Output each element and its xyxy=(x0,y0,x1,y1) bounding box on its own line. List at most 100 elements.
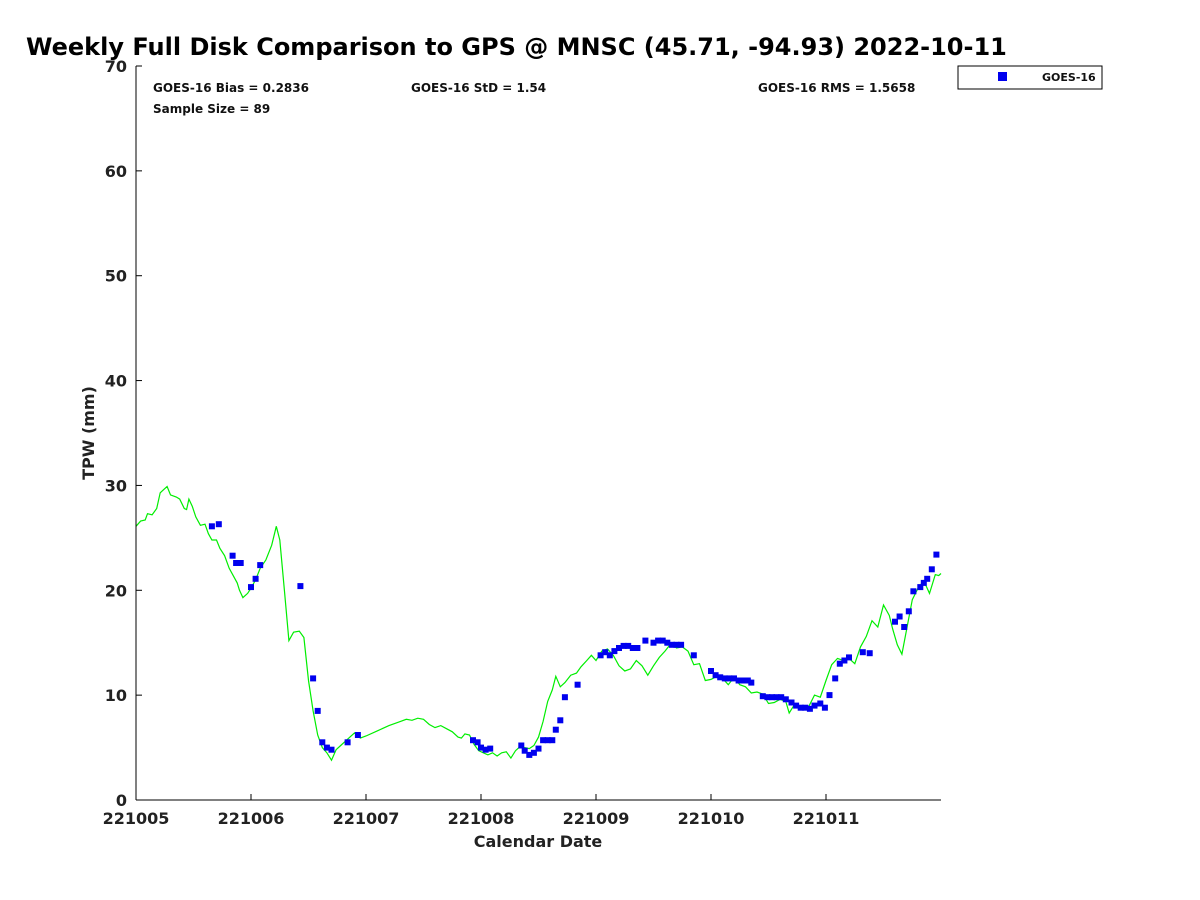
goes16-data-point xyxy=(602,649,609,656)
goes16-data-point xyxy=(717,674,724,681)
goes16-data-point xyxy=(314,707,321,714)
axes-layer: 0 10 20 30 40 50 60 70 221005 221006 221007 221008 2… xyxy=(103,57,941,828)
goes16-data-point xyxy=(917,584,924,591)
sample-size-stat: Sample Size = 89 xyxy=(153,102,270,116)
goes16-data-point xyxy=(802,704,809,711)
goes16-data-point xyxy=(229,552,236,559)
goes16-data-point xyxy=(323,744,330,751)
goes16-data-point xyxy=(841,657,848,664)
goes16-data-point xyxy=(668,641,675,648)
goes16-data-point xyxy=(859,649,866,656)
legend: GOES-16 xyxy=(957,65,1103,90)
goes16-data-point xyxy=(470,737,476,744)
x-tick-label: 221005 xyxy=(103,809,170,828)
goes16-data-point xyxy=(597,652,604,659)
goes16-data-point xyxy=(759,693,766,700)
goes16-data-point xyxy=(526,751,533,758)
goes16-data-point xyxy=(482,746,489,753)
rms-stat: GOES-16 RMS = 1.5658 xyxy=(758,81,915,95)
goes16-data-point xyxy=(920,579,927,586)
goes16-data-point xyxy=(664,639,671,646)
goes16-data-point xyxy=(806,705,813,712)
goes16-data-point xyxy=(821,704,828,711)
legend-square-icon xyxy=(998,72,1007,81)
y-tick-label: 10 xyxy=(105,686,127,705)
goes16-data-point xyxy=(933,551,940,558)
y-tick-label: 0 xyxy=(116,791,127,810)
goes16-data-point xyxy=(896,613,903,620)
goes16-data-point xyxy=(832,675,839,682)
goes16-data-point xyxy=(797,704,804,711)
goes16-data-point xyxy=(634,645,641,651)
goes16-data-point xyxy=(328,746,335,753)
goes16-data-point xyxy=(642,637,649,644)
goes16-data-point xyxy=(726,675,733,682)
goes16-data-point xyxy=(769,694,775,701)
goes16-data-point xyxy=(773,694,780,701)
goes16-data-point xyxy=(836,660,843,667)
goes16-data-point xyxy=(611,648,618,655)
goes16-data-point xyxy=(319,739,326,746)
goes16-data-point xyxy=(487,745,494,752)
goes16-data-point xyxy=(233,560,240,566)
goes16-data-point xyxy=(574,681,581,688)
goes16-data-point xyxy=(748,679,755,686)
goes16-data-point xyxy=(892,618,898,625)
goes16-data-point xyxy=(237,560,244,566)
goes16-data-point xyxy=(530,749,537,756)
goes16-data-point xyxy=(901,624,908,630)
x-tick-label: 221008 xyxy=(448,809,515,828)
gps-series-line xyxy=(135,485,942,762)
goes16-data-point xyxy=(690,652,697,659)
chart-title: Weekly Full Disk Comparison to GPS @ MNS… xyxy=(26,33,1007,61)
goes16-data-point xyxy=(478,744,484,751)
goes16-data-point xyxy=(215,521,222,528)
goes16-data-point xyxy=(673,641,680,648)
y-tick-label: 30 xyxy=(105,476,127,495)
goes16-data-point xyxy=(650,639,657,646)
goes16-data-point xyxy=(257,562,264,569)
goes16-data-point xyxy=(354,732,361,738)
y-tick-label: 60 xyxy=(105,162,127,181)
goes16-data-point xyxy=(788,699,795,706)
goes16-data-point xyxy=(731,675,737,682)
x-tick-label: 221007 xyxy=(333,809,400,828)
goes16-data-point xyxy=(811,702,818,709)
goes16-data-point xyxy=(721,675,728,682)
goes16-data-point xyxy=(544,737,551,744)
y-tick-label: 70 xyxy=(105,57,127,76)
goes16-data-point xyxy=(846,654,852,661)
goes16-data-point xyxy=(557,717,564,724)
goes16-data-point xyxy=(782,696,789,703)
goes16-data-point xyxy=(659,637,666,644)
goes16-data-point xyxy=(764,694,771,701)
goes16-data-point xyxy=(208,523,215,530)
goes16-data-point xyxy=(678,641,685,648)
goes16-data-point xyxy=(866,650,873,657)
gps-line-layer xyxy=(135,485,942,762)
goes16-data-point xyxy=(297,583,304,590)
goes16-data-point xyxy=(344,739,351,746)
goes16-data-point xyxy=(655,637,662,644)
goes16-data-point xyxy=(826,692,833,699)
goes16-data-point xyxy=(521,747,528,754)
goes16-data-point xyxy=(905,608,912,615)
goes16-data-point xyxy=(778,694,785,701)
goes16-data-point xyxy=(740,677,747,684)
bias-stat: GOES-16 Bias = 0.2836 xyxy=(153,81,309,95)
std-stat: GOES-16 StD = 1.54 xyxy=(411,81,546,95)
legend-box xyxy=(957,65,1103,90)
goes16-data-point xyxy=(606,652,613,659)
goes16-data-point xyxy=(616,645,622,651)
goes16-data-point xyxy=(910,588,917,595)
goes16-data-point xyxy=(744,677,751,684)
goes16-data-point xyxy=(928,566,935,573)
goes16-data-point xyxy=(712,672,719,679)
goes16-data-point xyxy=(620,642,627,649)
y-tick-label: 20 xyxy=(105,581,127,600)
y-tick-label: 40 xyxy=(105,372,127,391)
x-axis-label: Calendar Date xyxy=(474,832,603,851)
goes16-data-point xyxy=(540,737,547,744)
x-tick-label: 221009 xyxy=(563,809,630,828)
